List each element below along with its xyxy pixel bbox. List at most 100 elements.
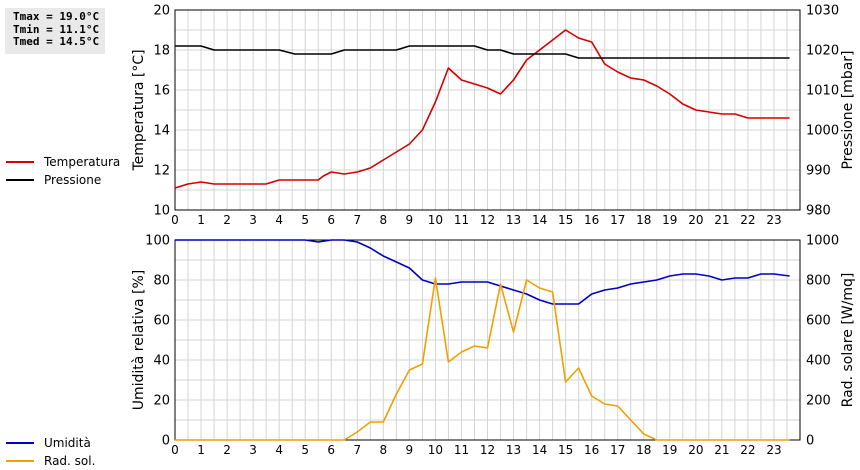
top-x-tick-label: 10 <box>428 213 443 227</box>
top-y2-tick-label: 1010 <box>806 84 839 99</box>
top-x-tick-label: 4 <box>275 213 283 227</box>
top-x-tick-label: 18 <box>636 213 651 227</box>
legend-swatch-radiation <box>6 460 34 462</box>
bottom-y2-tick-label: 1000 <box>806 234 839 249</box>
top-y-axis-title: Temperatura [°C] <box>131 49 147 171</box>
bottom-x-tick-label: 22 <box>740 443 755 457</box>
legend-label-humidity: Umidità <box>44 436 91 450</box>
bottom-plot-frame <box>174 239 801 441</box>
top-x-tick-label: 9 <box>406 213 414 227</box>
top-y-tick-label: 12 <box>153 164 170 179</box>
top-y-tick-label: 18 <box>153 44 170 59</box>
series-line-radiation <box>175 277 790 441</box>
top-y-tick-label: 14 <box>153 124 170 139</box>
bottom-y-tick-label: 100 <box>145 234 170 249</box>
top-x-tick-label: 3 <box>249 213 257 227</box>
series-line-humidity <box>175 239 790 305</box>
top-x-tick-label: 22 <box>740 213 755 227</box>
top-x-tick-label: 8 <box>380 213 388 227</box>
top-y2-tick-label: 980 <box>806 204 831 219</box>
top-x-tick-label: 14 <box>532 213 547 227</box>
top-y-tick-label: 10 <box>153 204 170 219</box>
bottom-x-tick-label: 13 <box>506 443 521 457</box>
top-x-tick-label: 11 <box>454 213 469 227</box>
bottom-x-tick-label: 16 <box>584 443 599 457</box>
top-y-tick-label: 16 <box>153 84 170 99</box>
top-y2-axis-title: Pressione [mbar] <box>840 50 856 169</box>
tmed-stat: Tmed = 14.5°C <box>13 35 100 48</box>
top-x-tick-label: 2 <box>223 213 231 227</box>
top-x-tick-label: 19 <box>662 213 677 227</box>
legend-item-radiation: Rad. sol. <box>6 452 95 470</box>
bottom-y2-tick-label: 200 <box>806 394 831 409</box>
bottom-y-tick-label: 20 <box>153 394 170 409</box>
bottom-y-tick-label: 60 <box>153 314 170 329</box>
chart-canvas: 0 1 2 3 4 5 6 7 8 9 10 11 12 13 14 15 16 17 18 19 20 21 22 2310… <box>131 4 856 458</box>
top-x-tick-label: 23 <box>766 213 781 227</box>
bottom-x-tick-label: 20 <box>688 443 703 457</box>
bottom-x-tick-label: 0 <box>171 443 179 457</box>
bottom-y-tick-label: 80 <box>153 274 170 289</box>
bottom-x-tick-label: 12 <box>480 443 495 457</box>
bottom-x-tick-label: 4 <box>275 443 283 457</box>
bottom-x-tick-label: 6 <box>327 443 335 457</box>
bottom-x-tick-label: 21 <box>714 443 729 457</box>
top-x-tick-label: 16 <box>584 213 599 227</box>
bottom-x-tick-label: 19 <box>662 443 677 457</box>
top-x-tick-label: 0 <box>171 213 179 227</box>
top-x-tick-label: 21 <box>714 213 729 227</box>
legend-label-radiation: Rad. sol. <box>44 454 96 468</box>
bottom-y-tick-label: 40 <box>153 354 170 369</box>
bottom-y-axis-title: Umidità relativa [%] <box>131 270 147 411</box>
tmax-stat: Tmax = 19.0°C <box>13 10 100 23</box>
bottom-x-tick-label: 1 <box>197 443 205 457</box>
legend-label-pressure: Pressione <box>44 173 102 187</box>
bottom-x-tick-label: 11 <box>454 443 469 457</box>
series-line-pressure <box>175 45 790 59</box>
legend-swatch-humidity <box>6 442 34 444</box>
legend-label-temperature: Temperatura <box>44 155 121 169</box>
bottom-x-tick-label: 15 <box>558 443 573 457</box>
top-y2-tick-label: 1000 <box>806 124 839 139</box>
bottom-y2-axis-title: Rad. solare [W/mq] <box>840 273 856 408</box>
bottom-y2-tick-label: 800 <box>806 274 831 289</box>
series-line-temperature <box>174 29 790 189</box>
bottom-x-tick-label: 3 <box>249 443 257 457</box>
bottom-x-tick-label: 23 <box>766 443 781 457</box>
legend-item-temperature: Temperatura <box>6 153 120 171</box>
top-chart-legend: Temperatura Pressione <box>6 153 120 189</box>
top-x-tick-label: 7 <box>353 213 361 227</box>
legend-item-humidity: Umidità <box>6 434 95 452</box>
top-x-tick-label: 15 <box>558 213 573 227</box>
bottom-y2-tick-label: 0 <box>806 434 814 449</box>
top-y2-tick-label: 1030 <box>806 4 839 19</box>
legend-item-pressure: Pressione <box>6 171 120 189</box>
bottom-x-tick-label: 17 <box>610 443 625 457</box>
top-plot-frame <box>174 9 801 211</box>
top-x-tick-label: 5 <box>301 213 309 227</box>
top-x-tick-label: 6 <box>327 213 335 227</box>
bottom-x-tick-label: 2 <box>223 443 231 457</box>
top-x-tick-label: 17 <box>610 213 625 227</box>
top-x-tick-label: 1 <box>197 213 205 227</box>
bottom-x-tick-label: 5 <box>301 443 309 457</box>
bottom-x-tick-label: 9 <box>406 443 414 457</box>
top-x-tick-label: 13 <box>506 213 521 227</box>
top-y-tick-label: 20 <box>153 4 170 19</box>
top-y2-tick-label: 990 <box>806 164 831 179</box>
bottom-chart-legend: Umidità Rad. sol. <box>6 434 95 470</box>
top-y2-tick-label: 1020 <box>806 44 839 59</box>
bottom-x-tick-label: 14 <box>532 443 547 457</box>
bottom-x-tick-label: 10 <box>428 443 443 457</box>
tmin-stat: Tmin = 11.1°C <box>13 22 100 36</box>
bottom-y-tick-label: 0 <box>162 434 170 449</box>
bottom-y2-tick-label: 600 <box>806 314 831 329</box>
legend-swatch-temperature <box>6 161 34 163</box>
bottom-x-tick-label: 7 <box>353 443 361 457</box>
temperature-stats-box: Tmax = 19.0°C Tmin = 11.1°C Tmed = 14.5°… <box>5 8 105 54</box>
legend-swatch-pressure <box>6 179 34 181</box>
top-x-tick-label: 20 <box>688 213 703 227</box>
bottom-y2-tick-label: 400 <box>806 354 831 369</box>
bottom-x-tick-label: 8 <box>380 443 388 457</box>
bottom-x-tick-label: 18 <box>636 443 651 457</box>
